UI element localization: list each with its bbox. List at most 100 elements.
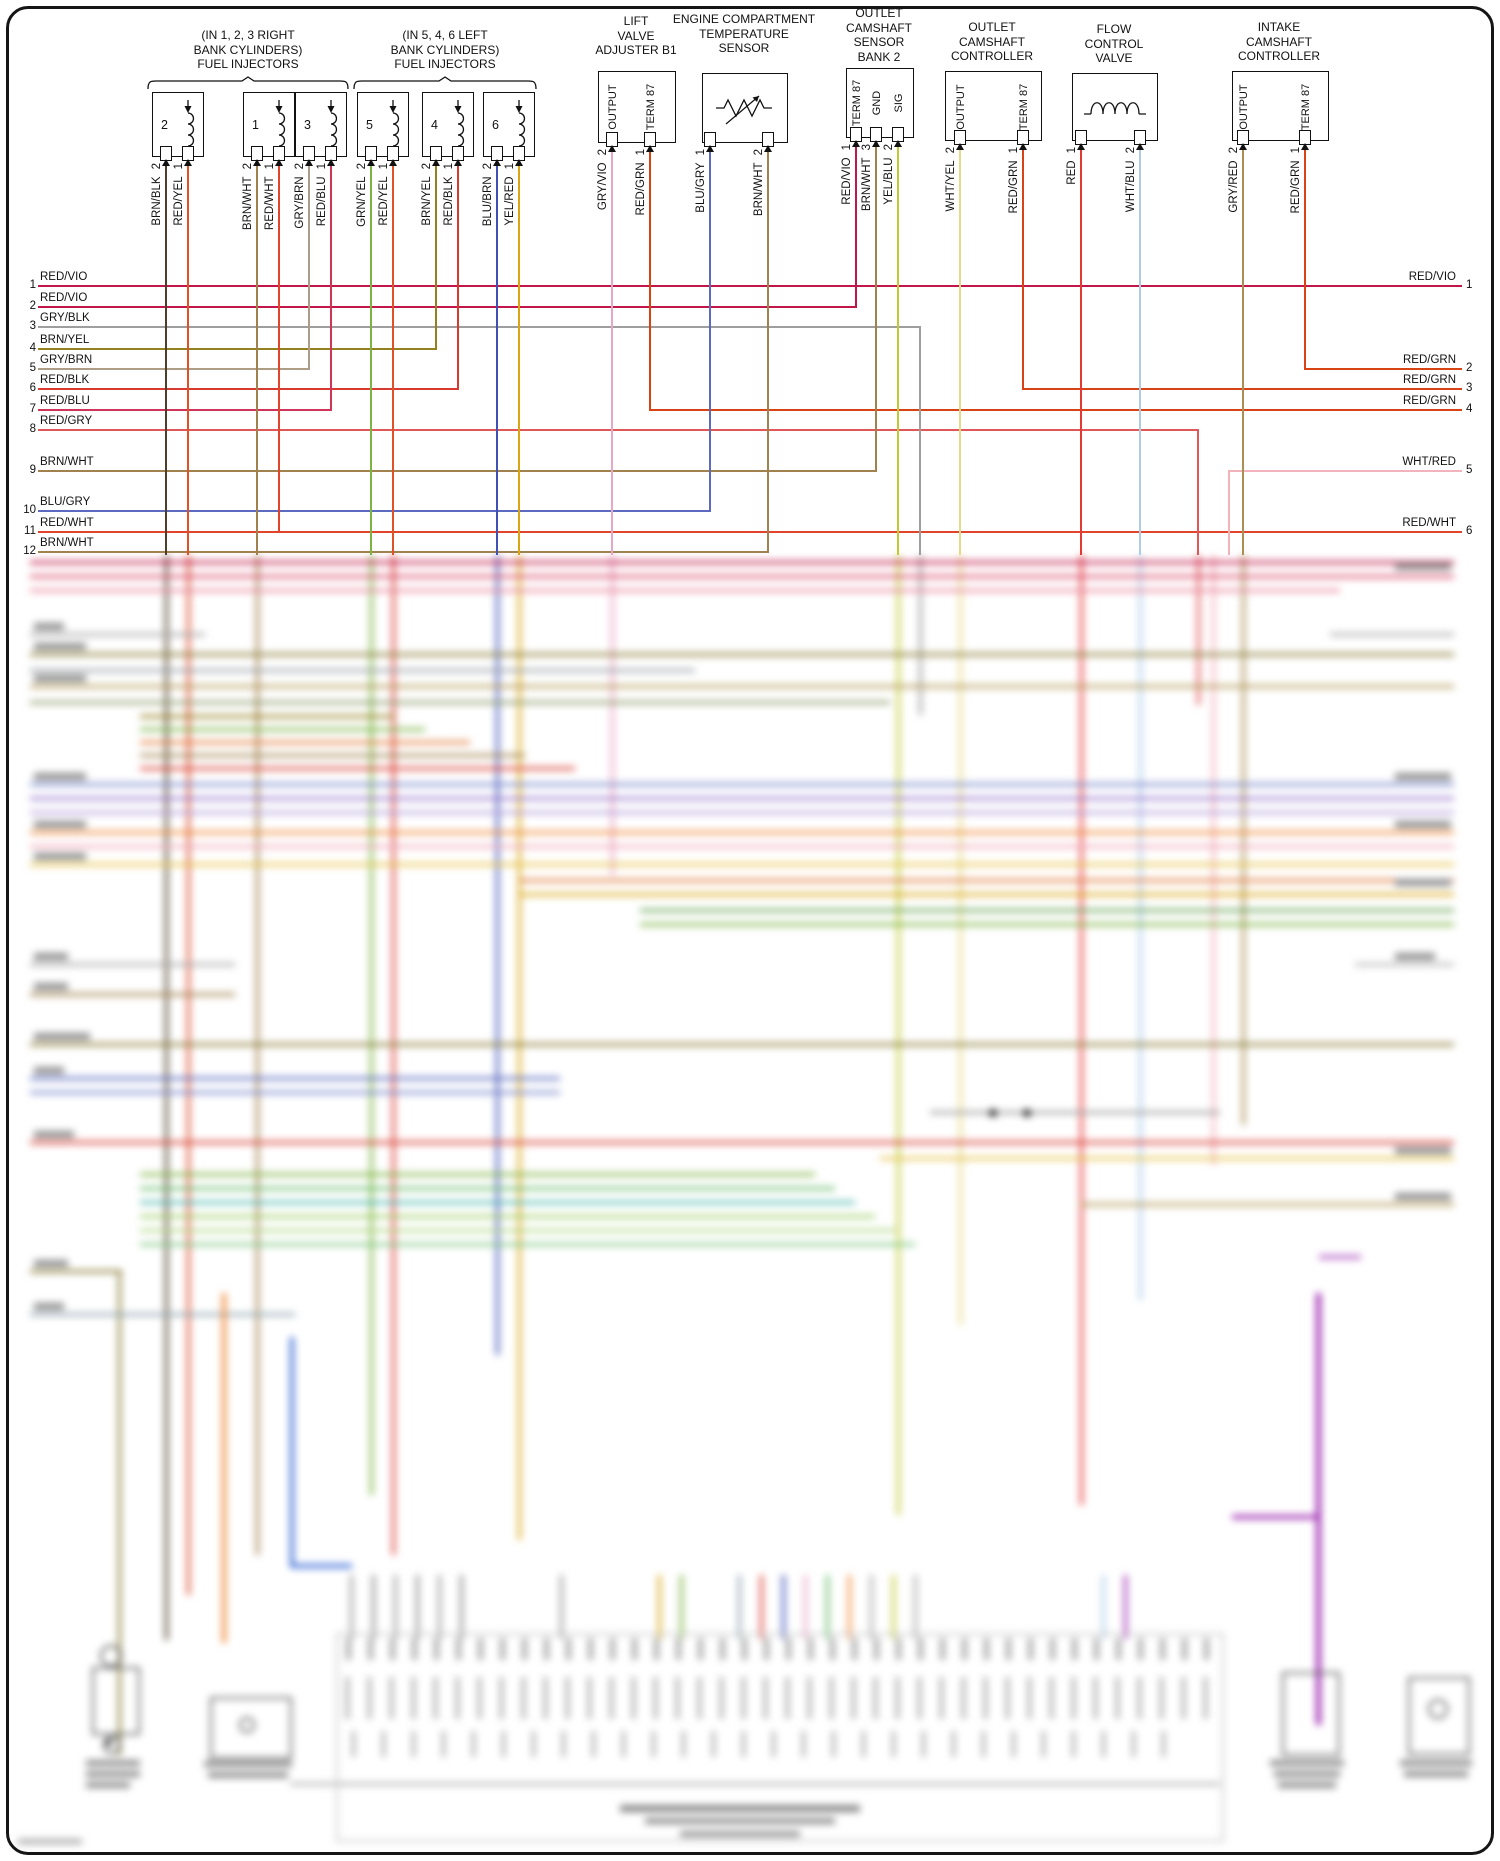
pin-number: 1 [377,163,390,170]
pin-number: 2 [752,149,765,156]
blur-connector-pin [1072,1638,1077,1660]
wire [767,147,769,552]
blur-connector-pin [742,1731,745,1757]
blur-wire [30,1270,122,1273]
wire-arrowhead-icon [763,145,772,152]
blur-wire [611,555,614,875]
pin-label: BLU/GRY 1 [694,149,707,267]
pin-label: BRN/WHT 3 [860,144,873,262]
pin-label: RED/WHT 1 [263,163,276,281]
pin-number: 1 [442,163,455,170]
blur-connector-pin [412,1638,417,1660]
blur-wire [30,963,235,966]
blur-connector-pin [610,1638,615,1660]
wire-arrowhead-icon [304,159,313,166]
pin-number: 1 [503,163,516,170]
blur-wire [640,923,1454,926]
blur-wire [34,853,86,860]
blur-wire [1274,1771,1340,1777]
injector-number: 2 [161,117,168,132]
blur-connector-pin [896,1677,899,1719]
blur-connector-pin [808,1677,811,1719]
wire-row-label: RED/GRN [1402,354,1456,366]
blur-connector-pin [764,1638,769,1660]
blur-wire [892,1575,895,1639]
wire [1304,368,1462,370]
blur-connector-pin [1116,1677,1119,1719]
blur-wire [30,561,1454,564]
terminal-label: TERM 87 [1299,83,1312,131]
wire [496,161,498,555]
blur-wire [645,1818,835,1824]
component-title-cam-ctrl-intake: INTAKE CAMSHAFT CONTROLLER [1237,20,1321,63]
blur-wire [30,1141,1454,1144]
wire [1022,145,1024,389]
wire-row-label: RED/GRY [40,415,93,427]
wire [1228,470,1462,472]
wire-color-label: BRN/YEL [420,176,433,226]
pin-label: YEL/BLU 2 [882,144,895,262]
blur-wire [1232,1515,1320,1519]
blur-connector-pin [544,1677,547,1719]
wire-row-number: 3 [1466,382,1473,394]
injector-coil-icon [327,100,338,147]
blur-wire [208,1772,288,1778]
blur-connector-pin [712,1731,715,1757]
wire-arrowhead-icon [161,159,170,166]
wire-row-number: 6 [29,382,36,394]
blur-connector-pin [802,1731,805,1757]
blur-wire [1080,1203,1454,1206]
wire-row-number: 1 [29,279,36,291]
blur-wire [1395,821,1451,828]
blur-connector-pin [982,1731,985,1757]
blur-ring [100,1645,122,1667]
terminal-label: TERM 87 [850,79,863,127]
blur-wire [34,821,86,828]
blur-wire [30,1077,560,1080]
blur-wire [140,1215,875,1218]
terminal-label: TERM 87 [1017,83,1030,131]
wire-color-label: GRN/YEL [355,176,368,227]
pin-number: 3 [860,144,873,151]
blur-wire [880,1157,1454,1160]
blur-wire [34,623,64,630]
blur-wire [30,1043,1454,1046]
wire [370,161,372,555]
blur-wire [416,1575,419,1639]
wire [1080,145,1082,555]
pin-number: 2 [481,163,494,170]
wire-color-label: RED/BLK [442,176,455,226]
blur-connector-pin [1094,1677,1097,1719]
pin-number: 2 [355,163,368,170]
wire-arrowhead-icon [1238,143,1247,150]
wire-color-label: BRN/WHT [241,176,254,231]
wire-row-number: 11 [24,525,36,537]
thermistor-icon [716,95,772,125]
component-box-lift-valve: OUTPUT TERM 87 [598,71,676,143]
blur-connector-pin [698,1638,703,1660]
blur-wire [620,1805,860,1812]
blur-wire [30,831,1454,834]
blur-connector-pin [1072,1731,1075,1757]
blur-connector-pin [456,1677,459,1719]
blur-wire [392,555,395,1555]
blur-wire [30,701,890,704]
wire [38,429,1199,431]
blur-wire [187,555,190,1595]
blur-wire [1270,1760,1344,1766]
blur-connector-pin [984,1638,989,1660]
blur-connector-pin [676,1677,679,1719]
blur-connector-pin [742,1638,747,1660]
wire-color-label: RED/YEL [172,176,185,226]
blur-connector-pin [478,1677,481,1719]
wire [919,326,921,555]
blur-connector-pin [1138,1677,1141,1719]
wire [457,161,459,389]
wire-row-number: 12 [23,545,36,557]
injector-coil-icon [184,100,195,147]
blur-wire [256,555,259,1555]
blur-connector-pin [786,1638,791,1660]
injector-box-6: 6 [483,92,535,157]
blur-wire [30,685,1454,688]
wire [38,368,310,370]
